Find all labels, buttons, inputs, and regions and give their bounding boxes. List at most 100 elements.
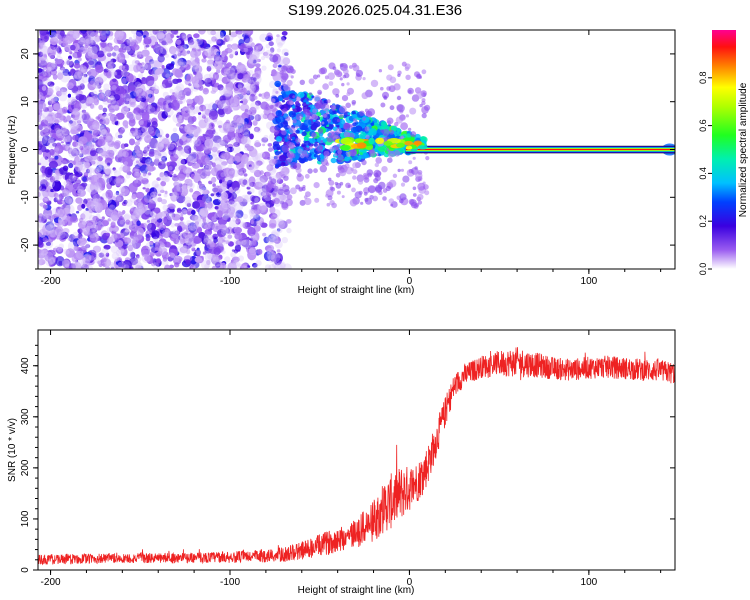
heatmap-cell	[193, 131, 199, 138]
heatmap-cell	[93, 256, 101, 264]
heatmap-cell	[407, 127, 412, 132]
heatmap-cell	[120, 249, 125, 253]
heatmap-cell	[116, 249, 124, 257]
heatmap-cell	[169, 63, 175, 67]
heatmap-cell	[267, 112, 276, 121]
heatmap-cell	[417, 182, 426, 191]
heatmap-cell	[72, 74, 78, 79]
heatmap-cell	[274, 62, 280, 67]
heatmap-cell	[181, 107, 187, 112]
colorbar-tick-label: 0.6	[698, 119, 708, 132]
heatmap-cell	[116, 151, 123, 158]
heatmap-cell	[166, 252, 176, 262]
heatmap-cell	[263, 236, 270, 244]
heatmap-cell	[138, 203, 148, 213]
heatmap-cell	[42, 72, 47, 77]
heatmap-cell	[53, 197, 58, 203]
heatmap-cell	[260, 136, 268, 144]
heatmap-cell	[219, 183, 228, 192]
heatmap-cell	[66, 82, 74, 89]
heatmap-cell	[90, 90, 98, 97]
heatmap-cell	[109, 95, 115, 101]
heatmap-cell	[396, 142, 406, 148]
heatmap-cell	[138, 101, 145, 108]
heatmap-cell	[281, 90, 286, 96]
heatmap-cell	[225, 81, 234, 92]
heatmap-cell	[147, 245, 156, 254]
heatmap-cell	[159, 189, 165, 193]
heatmap-cell	[113, 177, 123, 187]
heatmap-cell	[56, 52, 61, 57]
heatmap-cell	[283, 263, 292, 269]
heatmap-cell	[180, 91, 186, 97]
heatmap-cell	[82, 176, 87, 182]
heatmap-cell	[272, 209, 281, 218]
heatmap-cell	[251, 235, 257, 241]
heatmap-cell	[64, 134, 73, 145]
heatmap-cell	[161, 68, 171, 78]
heatmap-cell	[68, 162, 74, 169]
heatmap-cell	[176, 35, 180, 38]
heatmap-cell	[275, 101, 282, 108]
heatmap-cell	[279, 194, 287, 201]
heatmap-cell	[54, 155, 59, 160]
heatmap-cell	[361, 92, 369, 100]
heatmap-cell	[68, 148, 79, 159]
heatmap-cell	[49, 218, 54, 222]
heatmap-cell	[364, 126, 370, 132]
heatmap-cell	[53, 46, 60, 53]
heatmap-cell	[95, 65, 104, 73]
heatmap-cell	[228, 158, 234, 165]
heatmap-cell	[323, 155, 329, 160]
heatmap-cell	[55, 174, 60, 181]
heatmap-cell	[141, 62, 148, 70]
heatmap-cell	[246, 186, 251, 190]
heatmap-cell	[216, 40, 221, 44]
heatmap-cell	[218, 240, 225, 247]
heatmap-cell	[216, 68, 221, 74]
heatmap-cell	[253, 169, 262, 178]
heatmap-cell	[83, 253, 92, 262]
heatmap-cell	[172, 127, 178, 132]
heatmap-cell	[113, 116, 117, 121]
heatmap-cell	[134, 86, 142, 94]
y-tick-label: 200	[20, 459, 31, 476]
heatmap-cell	[259, 175, 269, 183]
y-tick-label: 400	[20, 357, 31, 374]
heatmap-cell	[253, 204, 262, 215]
y-tick-label: 20	[20, 48, 31, 60]
heatmap-cell	[405, 114, 409, 118]
heatmap-cell	[188, 83, 192, 87]
heatmap-cell	[249, 106, 257, 115]
heatmap-cell	[40, 45, 50, 55]
heatmap-cell	[236, 167, 243, 174]
heatmap-cell	[129, 130, 136, 137]
heatmap-cell	[380, 121, 387, 127]
heatmap-cell	[54, 227, 64, 237]
heatmap-cell	[191, 209, 196, 215]
heatmap-cell	[39, 56, 49, 66]
heatmap-cell	[201, 58, 207, 63]
heatmap-cell	[312, 108, 317, 114]
y-tick-label: -10	[20, 190, 31, 205]
heatmap-cell	[157, 193, 162, 197]
heatmap-cell	[386, 74, 393, 81]
heatmap-cell	[262, 143, 266, 147]
heatmap-cell	[295, 138, 301, 144]
x-tick-label: 100	[581, 276, 598, 287]
heatmap-cell	[265, 44, 271, 49]
heatmap-cell	[71, 97, 76, 102]
heatmap-cell	[124, 229, 130, 233]
heatmap-cell	[98, 149, 108, 159]
heatmap-cell	[315, 144, 323, 152]
heatmap-cell	[184, 50, 190, 56]
heatmap-cell	[289, 66, 293, 71]
heatmap-cell	[146, 216, 153, 223]
heatmap-cell	[89, 233, 99, 242]
heatmap-cell	[335, 93, 340, 98]
heatmap-cell	[106, 227, 113, 233]
heatmap-cell	[417, 170, 423, 175]
heatmap-cell	[85, 168, 91, 174]
heatmap-cell	[48, 54, 55, 60]
heatmap-cell	[176, 145, 183, 152]
